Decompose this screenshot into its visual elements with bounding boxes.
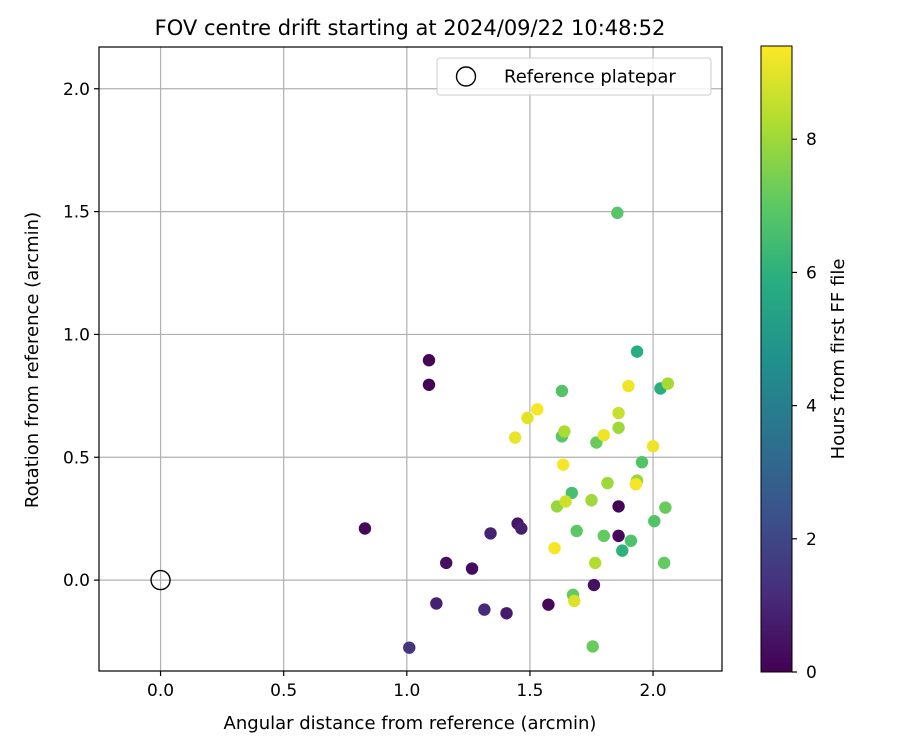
data-point [440, 556, 453, 570]
data-point [565, 486, 578, 500]
data-point [568, 594, 581, 608]
legend: Reference platepar [436, 57, 712, 96]
grid [99, 47, 722, 671]
data-point [612, 529, 625, 543]
colorbar: 0 2 4 6 8 Hours from first FF file [760, 45, 849, 683]
y-tick-label: 2.0 [63, 80, 90, 100]
data-point [612, 500, 625, 513]
data-point [586, 640, 599, 653]
data-point [542, 598, 555, 611]
colorbar-gradient [760, 45, 793, 673]
y-tick-label: 0.0 [63, 571, 90, 591]
x-axis-ticks: 0.0 0.5 1.0 1.5 2.0 [147, 671, 667, 701]
data-point [601, 476, 614, 490]
data-point [430, 597, 443, 610]
data-point [555, 384, 569, 398]
y-tick-label: 0.5 [63, 448, 90, 468]
plot-frame [98, 46, 723, 672]
data-point [556, 458, 570, 471]
data-point [422, 378, 436, 391]
legend-box [436, 57, 712, 96]
data-point [585, 494, 598, 507]
data-point [588, 556, 602, 570]
colorbar-tick-label: 8 [806, 130, 817, 150]
colorbar-tick-label: 4 [806, 397, 817, 417]
data-point [587, 578, 601, 592]
legend-label: Reference platepar [504, 67, 676, 88]
data-point [661, 377, 675, 390]
x-tick-label: 0.5 [270, 681, 297, 701]
data-point [422, 354, 436, 367]
data-point [612, 406, 625, 420]
data-point [521, 411, 534, 425]
colorbar-ticks: 0 2 4 6 8 [792, 130, 817, 683]
data-point [611, 206, 624, 220]
data-point [597, 529, 611, 543]
data-points [358, 206, 675, 654]
data-point [358, 522, 372, 535]
data-point [478, 603, 491, 616]
colorbar-tick-label: 0 [806, 663, 817, 683]
data-point [403, 641, 416, 654]
y-tick-label: 1.0 [63, 325, 90, 345]
colorbar-label: Hours from first FF file [828, 259, 849, 460]
data-point [657, 556, 671, 570]
data-point [648, 514, 661, 528]
x-tick-label: 0.0 [147, 681, 174, 701]
y-axis-label: Rotation from reference (arcmin) [22, 212, 43, 508]
data-point [484, 527, 497, 540]
y-tick-label: 1.5 [63, 203, 90, 223]
data-point [612, 421, 625, 434]
x-tick-label: 1.5 [516, 681, 543, 701]
data-point [508, 431, 522, 444]
reference-platepar-marker [150, 569, 171, 591]
data-point [597, 428, 611, 442]
data-point [465, 562, 479, 575]
colorbar-tick-label: 2 [806, 530, 817, 550]
data-point [659, 501, 672, 514]
data-point [630, 345, 644, 358]
y-axis-ticks: 0.0 0.5 1.0 1.5 2.0 [63, 80, 99, 591]
colorbar-tick-label: 6 [806, 263, 817, 283]
data-point [531, 403, 544, 416]
data-point [515, 522, 528, 535]
data-point [635, 455, 649, 469]
data-point [629, 478, 643, 491]
chart-title: FOV centre drift starting at 2024/09/22 … [155, 16, 666, 40]
data-point [500, 607, 513, 620]
data-point [570, 524, 583, 538]
x-axis-label: Angular distance from reference (arcmin) [224, 713, 597, 734]
data-point [646, 440, 660, 453]
x-tick-label: 1.0 [393, 681, 420, 701]
legend-marker-circle-icon [455, 66, 477, 87]
data-point [624, 534, 638, 547]
x-tick-label: 2.0 [640, 681, 667, 701]
data-point [622, 379, 635, 393]
data-point [616, 544, 629, 557]
data-point [559, 495, 572, 508]
data-point [558, 425, 571, 438]
data-point [548, 541, 561, 555]
